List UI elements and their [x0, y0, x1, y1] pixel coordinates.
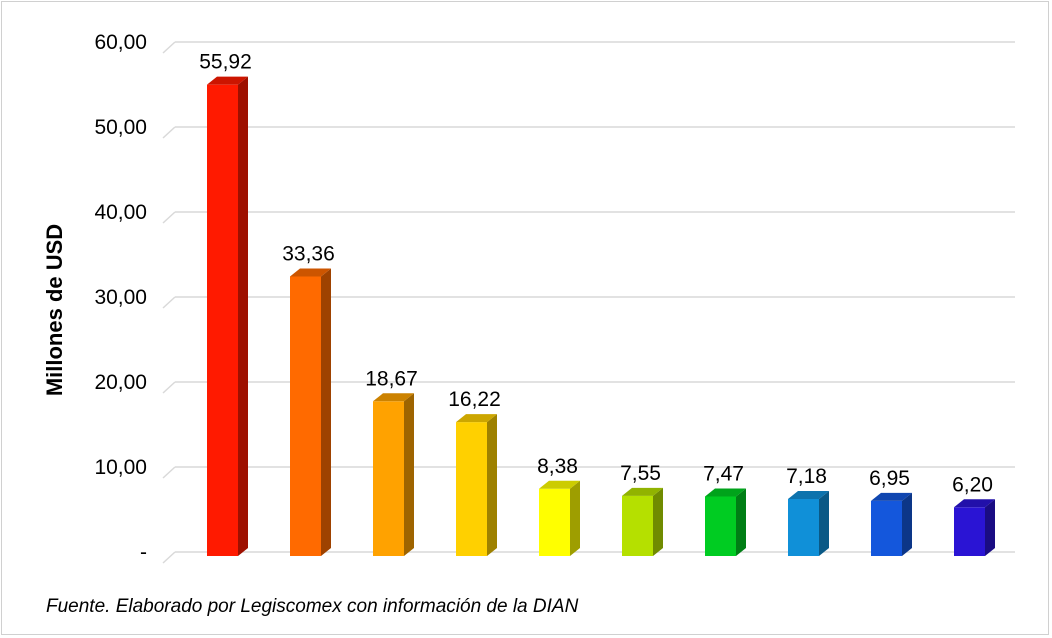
bar-front [705, 496, 736, 556]
bar-top [290, 268, 331, 277]
bar [871, 492, 912, 556]
bar-front [871, 500, 902, 556]
bar-top [539, 480, 580, 489]
bar-side [238, 76, 248, 557]
data-label: 16,22 [448, 388, 501, 411]
gridline-depth [162, 551, 176, 564]
y-tick-label: 50,00 [94, 116, 147, 139]
bar [373, 393, 414, 556]
bar-top [622, 487, 663, 496]
data-labels: 55,92 33,36 18,67 16,22 8,38 7,55 7,47 7,18 6,95… [199, 51, 993, 497]
source-note: Fuente. Elaborado por Legiscomex con inf… [46, 596, 579, 617]
data-label: 18,67 [365, 367, 418, 390]
gridline-depth [162, 126, 176, 139]
bar [622, 487, 663, 556]
bar-side [902, 492, 912, 556]
data-label: 7,55 [620, 462, 661, 485]
gridline-depth [162, 381, 176, 394]
data-label: 55,92 [199, 51, 252, 74]
bars [207, 76, 995, 557]
bar-top [373, 393, 414, 402]
gridline-depth [162, 296, 176, 309]
bar [456, 414, 497, 556]
data-label: 6,20 [952, 473, 993, 496]
bar-front [539, 488, 570, 556]
bar-side [487, 414, 497, 556]
bar-top [788, 490, 829, 499]
bar-side [321, 268, 331, 556]
bar-side [404, 393, 414, 556]
bar-top [954, 499, 995, 508]
gridline-depth [162, 466, 176, 479]
y-axis-ticks: - 10,00 20,00 30,00 40,00 50,00 60,00 [94, 31, 147, 564]
y-tick-label: - [140, 541, 147, 564]
gridline-depth [162, 211, 176, 224]
bar-side [819, 490, 829, 556]
bar [705, 488, 746, 556]
data-label: 6,95 [869, 467, 910, 490]
bar [788, 490, 829, 556]
bar-front [373, 401, 404, 556]
bar [290, 268, 331, 556]
gridline-depth [162, 41, 176, 54]
y-tick-label: 60,00 [94, 31, 147, 54]
bar-side [736, 488, 746, 556]
bar-top [207, 76, 248, 85]
data-label: 33,36 [282, 242, 335, 265]
bar-side [985, 499, 995, 556]
y-tick-label: 20,00 [94, 371, 147, 394]
data-label: 7,47 [703, 463, 744, 486]
bar-front [456, 422, 487, 556]
bar [539, 480, 580, 556]
bar [954, 499, 995, 556]
bar [207, 76, 248, 557]
bar-front [788, 498, 819, 556]
bar-top [871, 492, 912, 501]
bar-front [622, 495, 653, 556]
y-tick-label: 30,00 [94, 286, 147, 309]
bar-front [207, 84, 238, 557]
y-tick-label: 10,00 [94, 456, 147, 479]
bar-side [570, 480, 580, 556]
bar-side [653, 487, 663, 556]
bar-front [954, 507, 985, 556]
data-label: 8,38 [537, 455, 578, 478]
bar-front [290, 276, 321, 556]
data-label: 7,18 [786, 465, 827, 488]
bar-top [705, 488, 746, 497]
y-tick-label: 40,00 [94, 201, 147, 224]
bar-top [456, 414, 497, 423]
y-axis-label: Millones de USD [42, 224, 67, 396]
